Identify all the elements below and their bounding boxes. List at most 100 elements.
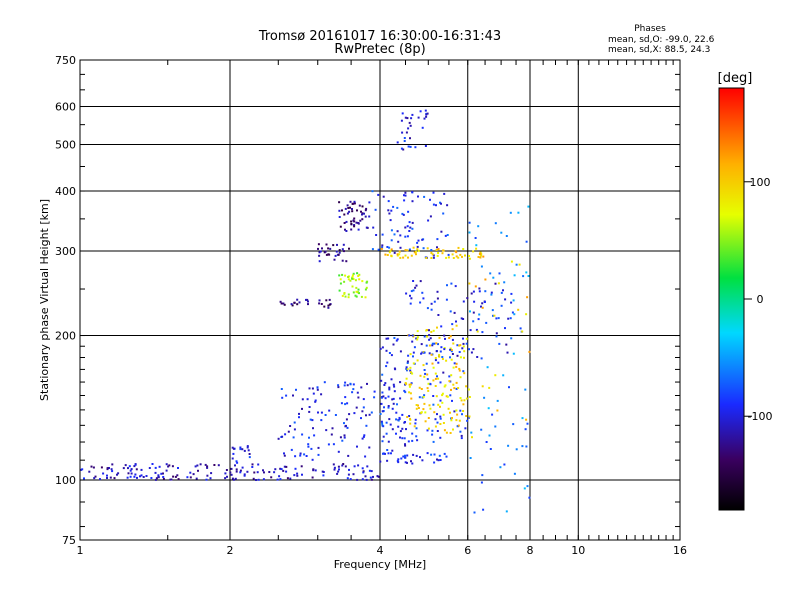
echo-point (384, 397, 387, 400)
echo-point (205, 478, 208, 481)
echo-point (507, 444, 510, 447)
echo-point (410, 254, 413, 257)
x-tick-label: 8 (527, 544, 534, 557)
echo-point (462, 248, 465, 250)
echo-point (397, 240, 400, 243)
echo-point (230, 473, 233, 476)
echo-point (446, 204, 449, 207)
echo-point (459, 253, 462, 256)
echo-point (447, 407, 450, 410)
echo-point (447, 256, 450, 259)
echo-point (428, 352, 431, 355)
echo-point (246, 445, 249, 448)
echo-point (462, 410, 465, 412)
echo-point (325, 429, 328, 432)
echo-point (430, 353, 433, 356)
echo-point (409, 294, 411, 297)
echo-point (431, 429, 434, 432)
echo-point (434, 385, 437, 387)
echo-point (351, 274, 354, 277)
echo-point (379, 347, 382, 350)
grid-lines (79, 59, 681, 541)
echo-point (344, 465, 347, 468)
echo-point (307, 300, 309, 303)
echo-point (412, 362, 415, 365)
echo-point (420, 411, 423, 414)
echo-point (386, 361, 389, 364)
echo-point (483, 396, 486, 399)
echo-point (400, 457, 403, 460)
echo-point (405, 366, 408, 369)
echo-point (379, 413, 382, 415)
echo-point (415, 404, 418, 406)
echo-point (448, 380, 451, 383)
echo-point (298, 412, 300, 415)
echo-point (243, 474, 246, 477)
echo-point (387, 406, 390, 409)
echo-point (348, 468, 350, 471)
echo-point (357, 464, 360, 467)
echo-point (463, 356, 465, 359)
echo-point (459, 356, 462, 359)
echo-point (436, 413, 438, 416)
echo-point (332, 244, 335, 247)
echo-point (376, 475, 379, 478)
echo-point (289, 425, 292, 427)
echo-point (409, 302, 412, 305)
echo-point (307, 303, 309, 306)
echo-point (408, 391, 411, 394)
echo-point (462, 345, 465, 348)
echo-point (356, 391, 359, 394)
echo-point (443, 192, 446, 195)
echo-point (360, 417, 362, 420)
echo-point (440, 230, 443, 233)
echo-point (382, 425, 385, 428)
echo-point (465, 415, 468, 417)
echo-point (406, 360, 409, 363)
echo-point (431, 253, 434, 256)
echo-point (470, 431, 473, 434)
echo-point (346, 402, 349, 405)
echo-point (409, 392, 412, 395)
echo-point (413, 251, 416, 254)
echo-point (323, 305, 326, 308)
echo-point (428, 338, 431, 341)
echo-point (300, 465, 303, 468)
echo-point (396, 338, 399, 341)
y-axis-label: Stationary phase Virtual Height [km] (38, 199, 51, 401)
echo-point (410, 460, 412, 463)
y-tick-label: 600 (55, 101, 76, 114)
echo-point (459, 344, 462, 347)
echo-point (397, 461, 400, 464)
echo-point (355, 221, 358, 224)
echo-point (470, 292, 473, 295)
echo-point (377, 248, 380, 251)
echo-point (328, 298, 331, 301)
echo-point (432, 403, 435, 406)
echo-point (425, 115, 428, 118)
echo-point (317, 247, 319, 250)
echo-point (437, 252, 440, 254)
echo-point (251, 463, 254, 466)
echo-point (133, 475, 136, 478)
echo-point (370, 478, 373, 481)
echo-point (355, 406, 358, 409)
echo-point (405, 131, 408, 134)
echo-point (206, 466, 209, 469)
echo-point (305, 298, 307, 301)
echo-point (346, 212, 349, 215)
echo-point (241, 448, 244, 451)
echo-point (334, 414, 337, 416)
echo-point (441, 356, 444, 358)
echo-point (451, 323, 454, 326)
echo-point (425, 362, 428, 365)
echo-point (505, 343, 508, 346)
echo-point (389, 423, 392, 426)
echo-point (374, 208, 377, 211)
y-tick-label: 75 (62, 534, 76, 547)
echo-point (462, 300, 465, 303)
echo-point (422, 247, 425, 250)
echo-point (440, 202, 442, 205)
echo-point (400, 119, 403, 122)
echo-point (322, 474, 325, 477)
